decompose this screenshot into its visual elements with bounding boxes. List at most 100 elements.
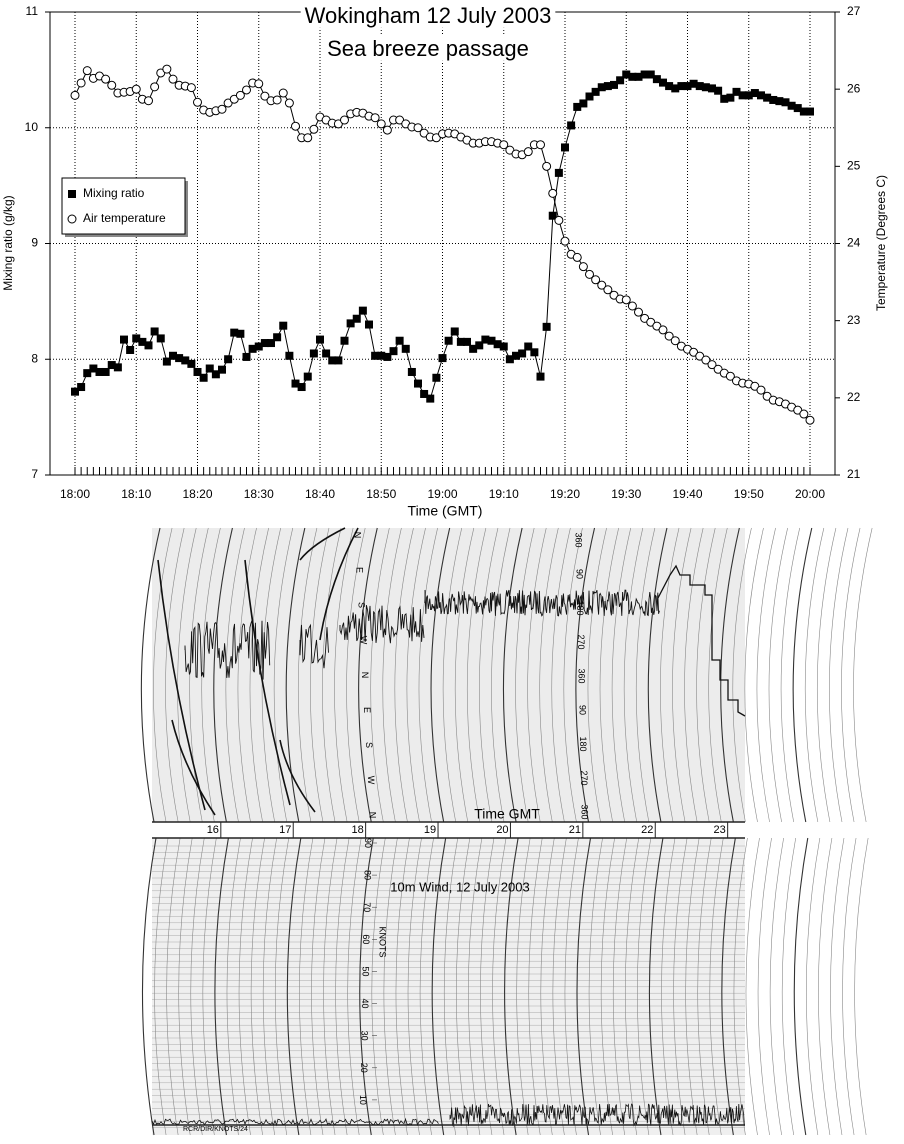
data-point: [665, 82, 674, 91]
x-tick-label: 21: [569, 824, 581, 836]
data-point: [199, 373, 208, 382]
x-axis-label: Time GMT: [474, 806, 540, 822]
paper-arc: [431, 837, 447, 1136]
data-point: [806, 107, 814, 116]
y2-tick-label: 26: [847, 81, 861, 95]
data-point: [438, 354, 447, 363]
x-tick-label: 18:20: [182, 487, 212, 501]
paper-arc: [442, 527, 463, 823]
y2-tick-label: 21: [847, 467, 861, 481]
data-point: [432, 373, 441, 382]
data-point: [536, 140, 545, 150]
data-point: [365, 320, 373, 329]
pen-trace: [244, 559, 291, 806]
paper-arc: [492, 837, 507, 1136]
data-point: [757, 91, 765, 100]
data-point: [267, 339, 275, 348]
paper-arc: [841, 527, 861, 823]
data-point: [187, 359, 196, 368]
data-point: [738, 91, 747, 100]
direction-label: N: [360, 672, 370, 679]
data-point: [340, 115, 349, 125]
data-point: [726, 93, 735, 102]
data-point: [376, 119, 386, 129]
data-point: [610, 80, 618, 89]
data-point: [634, 72, 643, 81]
data-point: [175, 354, 184, 363]
paper-arc: [213, 527, 233, 823]
data-point: [573, 102, 582, 111]
data-point: [407, 367, 416, 376]
direction-tick-label: 180: [575, 600, 585, 615]
paper-arc: [806, 837, 821, 1136]
paper-arc: [334, 527, 354, 823]
direction-label: W: [366, 776, 376, 785]
paper-arc: [527, 527, 547, 823]
data-point: [236, 329, 245, 338]
paper-arc: [625, 837, 640, 1136]
direction-label: N: [353, 532, 363, 539]
paper-arc: [709, 837, 724, 1136]
data-point: [444, 336, 453, 345]
y-tick-label: 11: [26, 4, 39, 18]
data-point: [659, 78, 667, 87]
pen-trace: [171, 719, 216, 816]
y-tick-label: 8: [31, 351, 38, 365]
direction-tick-label: 90: [574, 569, 584, 579]
x-tick-label: 18:10: [121, 487, 151, 501]
paper-arc: [575, 527, 596, 823]
paper-arc: [382, 527, 402, 823]
paper-arc: [479, 527, 499, 823]
data-point: [371, 351, 380, 360]
data-point: [701, 355, 711, 365]
data-point: [328, 356, 337, 365]
data-point: [309, 349, 318, 358]
data-point: [591, 87, 600, 96]
paper-arc: [202, 837, 217, 1136]
speed-tick-label: 10: [358, 1095, 368, 1105]
paper-arc: [563, 527, 583, 823]
data-point: [769, 95, 778, 104]
data-point: [150, 327, 159, 336]
direction-tick-label: 360: [574, 532, 584, 547]
paper-arc: [696, 527, 716, 823]
paper-arc: [792, 527, 813, 823]
data-point: [652, 75, 661, 84]
data-point: [475, 341, 484, 350]
paper-arc: [599, 527, 619, 823]
data-point: [389, 347, 398, 356]
data-point: [383, 352, 392, 361]
y2-tick-label: 23: [847, 313, 861, 327]
paper-arc: [768, 527, 788, 823]
data-point: [548, 211, 557, 220]
paper-arc: [153, 527, 173, 823]
data-point: [542, 322, 551, 331]
data-point: [150, 82, 160, 92]
data-point: [273, 333, 282, 342]
data-point: [524, 342, 533, 351]
data-point: [554, 215, 564, 225]
data-point: [450, 327, 459, 336]
paper-arc: [516, 837, 531, 1136]
data-point: [787, 101, 796, 110]
paper-arc: [285, 527, 306, 823]
paper-arc: [178, 837, 193, 1136]
paper-arc: [502, 527, 523, 823]
data-point: [205, 364, 214, 373]
pen-trace: [449, 1103, 745, 1128]
paper-arc: [816, 527, 837, 823]
data-point: [585, 269, 594, 279]
data-point: [634, 307, 643, 317]
pen-trace: [151, 1117, 439, 1127]
data-point: [95, 367, 104, 376]
paper-arc: [647, 527, 668, 823]
data-point: [799, 107, 808, 116]
chart-subtitle: Sea breeze passage: [327, 36, 529, 61]
paper-arc: [165, 527, 185, 823]
data-point: [169, 351, 177, 360]
data-point: [499, 342, 508, 351]
speed-tick-label: 60: [361, 934, 371, 944]
paper-arc: [250, 837, 265, 1136]
x-tick-label: 18:00: [60, 487, 90, 501]
data-point: [720, 94, 729, 103]
